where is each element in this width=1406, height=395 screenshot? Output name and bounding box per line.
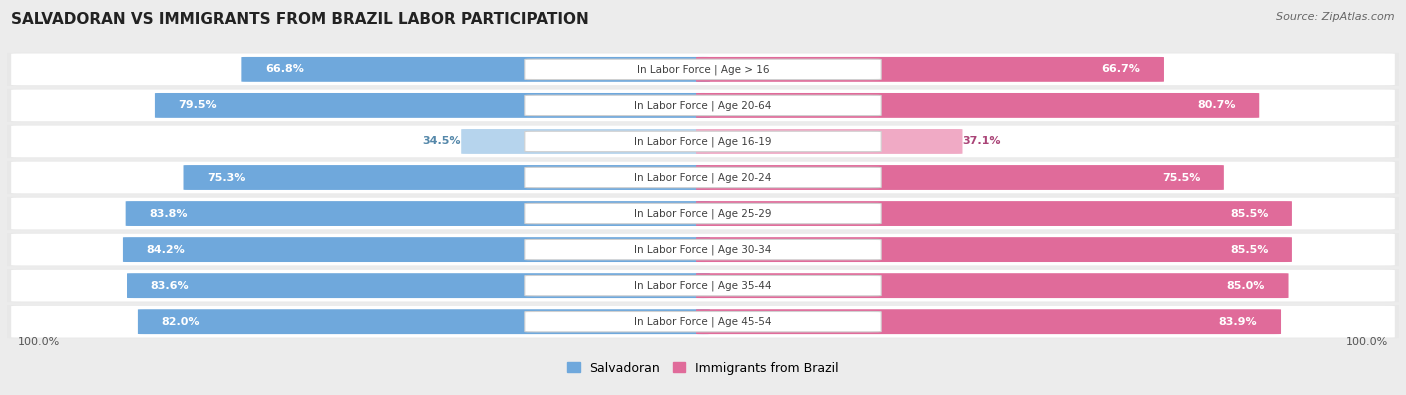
FancyBboxPatch shape [1, 233, 1405, 266]
FancyBboxPatch shape [127, 273, 710, 298]
FancyBboxPatch shape [524, 203, 882, 224]
Text: In Labor Force | Age 25-29: In Labor Force | Age 25-29 [634, 208, 772, 219]
FancyBboxPatch shape [1, 305, 1405, 339]
FancyBboxPatch shape [1, 197, 1405, 230]
Text: In Labor Force | Age 35-44: In Labor Force | Age 35-44 [634, 280, 772, 291]
FancyBboxPatch shape [1, 53, 1405, 86]
FancyBboxPatch shape [524, 275, 882, 296]
Text: In Labor Force | Age 30-34: In Labor Force | Age 30-34 [634, 245, 772, 255]
FancyBboxPatch shape [11, 162, 1395, 194]
Text: 80.7%: 80.7% [1197, 100, 1236, 111]
Text: Source: ZipAtlas.com: Source: ZipAtlas.com [1277, 12, 1395, 22]
Text: 83.8%: 83.8% [149, 209, 188, 218]
FancyBboxPatch shape [11, 126, 1395, 157]
FancyBboxPatch shape [11, 90, 1395, 121]
FancyBboxPatch shape [122, 237, 710, 262]
Text: 75.5%: 75.5% [1161, 173, 1201, 182]
FancyBboxPatch shape [696, 273, 1288, 298]
Text: 83.6%: 83.6% [150, 280, 190, 291]
FancyBboxPatch shape [1, 125, 1405, 158]
FancyBboxPatch shape [138, 309, 710, 334]
Text: 84.2%: 84.2% [146, 245, 186, 255]
Text: 85.5%: 85.5% [1230, 245, 1268, 255]
FancyBboxPatch shape [524, 239, 882, 260]
Text: 83.9%: 83.9% [1219, 317, 1257, 327]
Text: 79.5%: 79.5% [179, 100, 217, 111]
Text: 34.5%: 34.5% [423, 136, 461, 147]
Text: SALVADORAN VS IMMIGRANTS FROM BRAZIL LABOR PARTICIPATION: SALVADORAN VS IMMIGRANTS FROM BRAZIL LAB… [11, 12, 589, 27]
Text: 82.0%: 82.0% [162, 317, 200, 327]
Text: In Labor Force | Age 20-64: In Labor Force | Age 20-64 [634, 100, 772, 111]
FancyBboxPatch shape [11, 306, 1395, 338]
FancyBboxPatch shape [461, 129, 710, 154]
Text: 85.5%: 85.5% [1230, 209, 1268, 218]
FancyBboxPatch shape [1, 269, 1405, 302]
FancyBboxPatch shape [696, 201, 1292, 226]
FancyBboxPatch shape [242, 57, 710, 82]
Text: In Labor Force | Age 45-54: In Labor Force | Age 45-54 [634, 316, 772, 327]
Legend: Salvadoran, Immigrants from Brazil: Salvadoran, Immigrants from Brazil [562, 357, 844, 380]
FancyBboxPatch shape [696, 309, 1281, 334]
Text: 66.8%: 66.8% [264, 64, 304, 74]
FancyBboxPatch shape [1, 161, 1405, 194]
FancyBboxPatch shape [524, 131, 882, 152]
FancyBboxPatch shape [11, 270, 1395, 301]
Text: 66.7%: 66.7% [1101, 64, 1140, 74]
FancyBboxPatch shape [696, 93, 1260, 118]
FancyBboxPatch shape [524, 59, 882, 79]
FancyBboxPatch shape [11, 198, 1395, 229]
FancyBboxPatch shape [1, 89, 1405, 122]
FancyBboxPatch shape [524, 95, 882, 116]
Text: 37.1%: 37.1% [963, 136, 1001, 147]
FancyBboxPatch shape [125, 201, 710, 226]
Text: 75.3%: 75.3% [207, 173, 246, 182]
Text: 100.0%: 100.0% [1346, 337, 1388, 347]
Text: 100.0%: 100.0% [18, 337, 60, 347]
FancyBboxPatch shape [696, 57, 1164, 82]
FancyBboxPatch shape [696, 165, 1223, 190]
Text: In Labor Force | Age > 16: In Labor Force | Age > 16 [637, 64, 769, 75]
FancyBboxPatch shape [11, 53, 1395, 85]
Text: 85.0%: 85.0% [1226, 280, 1265, 291]
FancyBboxPatch shape [184, 165, 710, 190]
Text: In Labor Force | Age 16-19: In Labor Force | Age 16-19 [634, 136, 772, 147]
FancyBboxPatch shape [11, 234, 1395, 265]
FancyBboxPatch shape [524, 312, 882, 332]
FancyBboxPatch shape [696, 129, 963, 154]
Text: In Labor Force | Age 20-24: In Labor Force | Age 20-24 [634, 172, 772, 183]
FancyBboxPatch shape [524, 167, 882, 188]
FancyBboxPatch shape [696, 237, 1292, 262]
FancyBboxPatch shape [155, 93, 710, 118]
